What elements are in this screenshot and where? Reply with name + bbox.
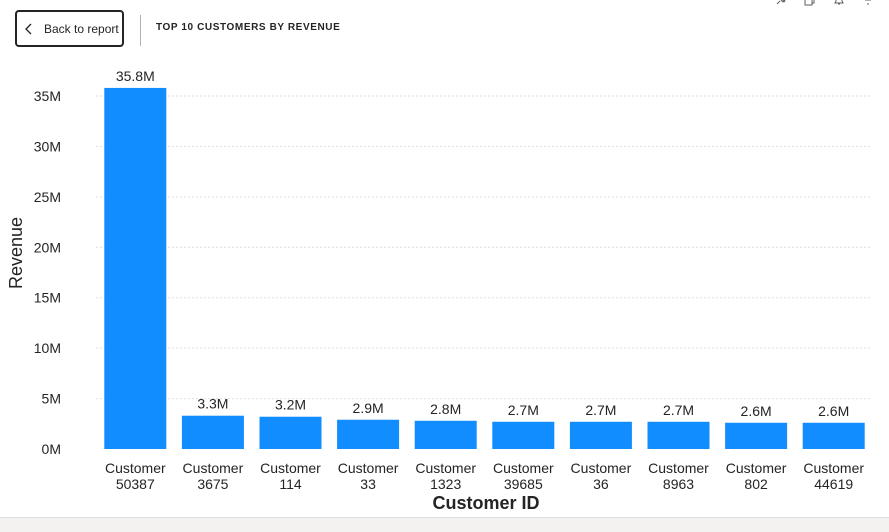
x-tick-label: Customer	[105, 460, 166, 476]
filter-icon[interactable]	[861, 0, 875, 7]
data-label: 3.3M	[197, 396, 228, 412]
y-tick-label: 0M	[42, 441, 61, 457]
data-label: 3.2M	[275, 397, 306, 413]
x-tick-label: 1323	[430, 476, 461, 492]
page-title: TOP 10 CUSTOMERS BY REVENUE	[156, 22, 341, 33]
bar	[802, 422, 865, 449]
x-tick-label: 33	[360, 476, 376, 492]
x-tick-label: Customer	[338, 460, 399, 476]
x-tick-label: 39685	[504, 476, 543, 492]
y-axis-title: Revenue	[6, 217, 26, 289]
x-tick-label: 36	[593, 476, 609, 492]
header-divider	[140, 15, 141, 46]
data-label: 2.7M	[508, 402, 539, 418]
bar	[492, 421, 555, 449]
x-tick-label: Customer	[803, 460, 864, 476]
bar-chart: 0M5M10M15M20M25M30M35M35.8MCustomer50387…	[6, 68, 872, 513]
y-tick-label: 25M	[34, 189, 61, 205]
back-to-report-button[interactable]: Back to report	[15, 10, 124, 47]
data-label: 2.8M	[430, 401, 461, 417]
x-tick-label: Customer	[571, 460, 632, 476]
x-tick-label: 114	[279, 476, 302, 492]
data-label: 2.6M	[741, 403, 772, 419]
back-to-report-label: Back to report	[44, 22, 119, 36]
x-tick-label: 3675	[197, 476, 228, 492]
data-label: 2.6M	[818, 403, 849, 419]
bar	[181, 415, 244, 449]
data-label: 2.9M	[353, 400, 384, 416]
x-tick-label: 50387	[116, 476, 155, 492]
y-tick-label: 30M	[34, 138, 61, 154]
data-label: 2.7M	[585, 402, 616, 418]
bar	[647, 421, 710, 449]
y-tick-label: 15M	[34, 290, 61, 306]
x-tick-label: Customer	[183, 460, 244, 476]
x-tick-label: Customer	[648, 460, 709, 476]
y-tick-label: 5M	[42, 391, 61, 407]
chevron-left-icon	[25, 23, 32, 35]
x-tick-label: 44619	[814, 476, 853, 492]
x-tick-label: Customer	[415, 460, 476, 476]
visual-header-icons	[774, 0, 875, 7]
x-axis-title: Customer ID	[432, 493, 539, 513]
x-tick-label: Customer	[260, 460, 321, 476]
bar	[725, 422, 788, 449]
alert-icon[interactable]	[832, 0, 846, 7]
bar	[569, 421, 632, 449]
y-tick-label: 10M	[34, 340, 61, 356]
x-tick-label: 802	[744, 476, 768, 492]
bar	[414, 420, 477, 449]
bar	[337, 419, 400, 449]
data-label: 2.7M	[663, 402, 694, 418]
y-tick-label: 35M	[34, 88, 61, 104]
footer-bar	[0, 517, 889, 532]
x-tick-label: 8963	[663, 476, 694, 492]
bar	[104, 87, 167, 449]
data-label: 35.8M	[116, 68, 155, 84]
pin-icon[interactable]	[774, 0, 788, 7]
bar	[259, 416, 322, 449]
x-tick-label: Customer	[493, 460, 554, 476]
y-tick-label: 20M	[34, 239, 61, 255]
x-tick-label: Customer	[726, 460, 787, 476]
copy-icon[interactable]	[803, 0, 817, 7]
